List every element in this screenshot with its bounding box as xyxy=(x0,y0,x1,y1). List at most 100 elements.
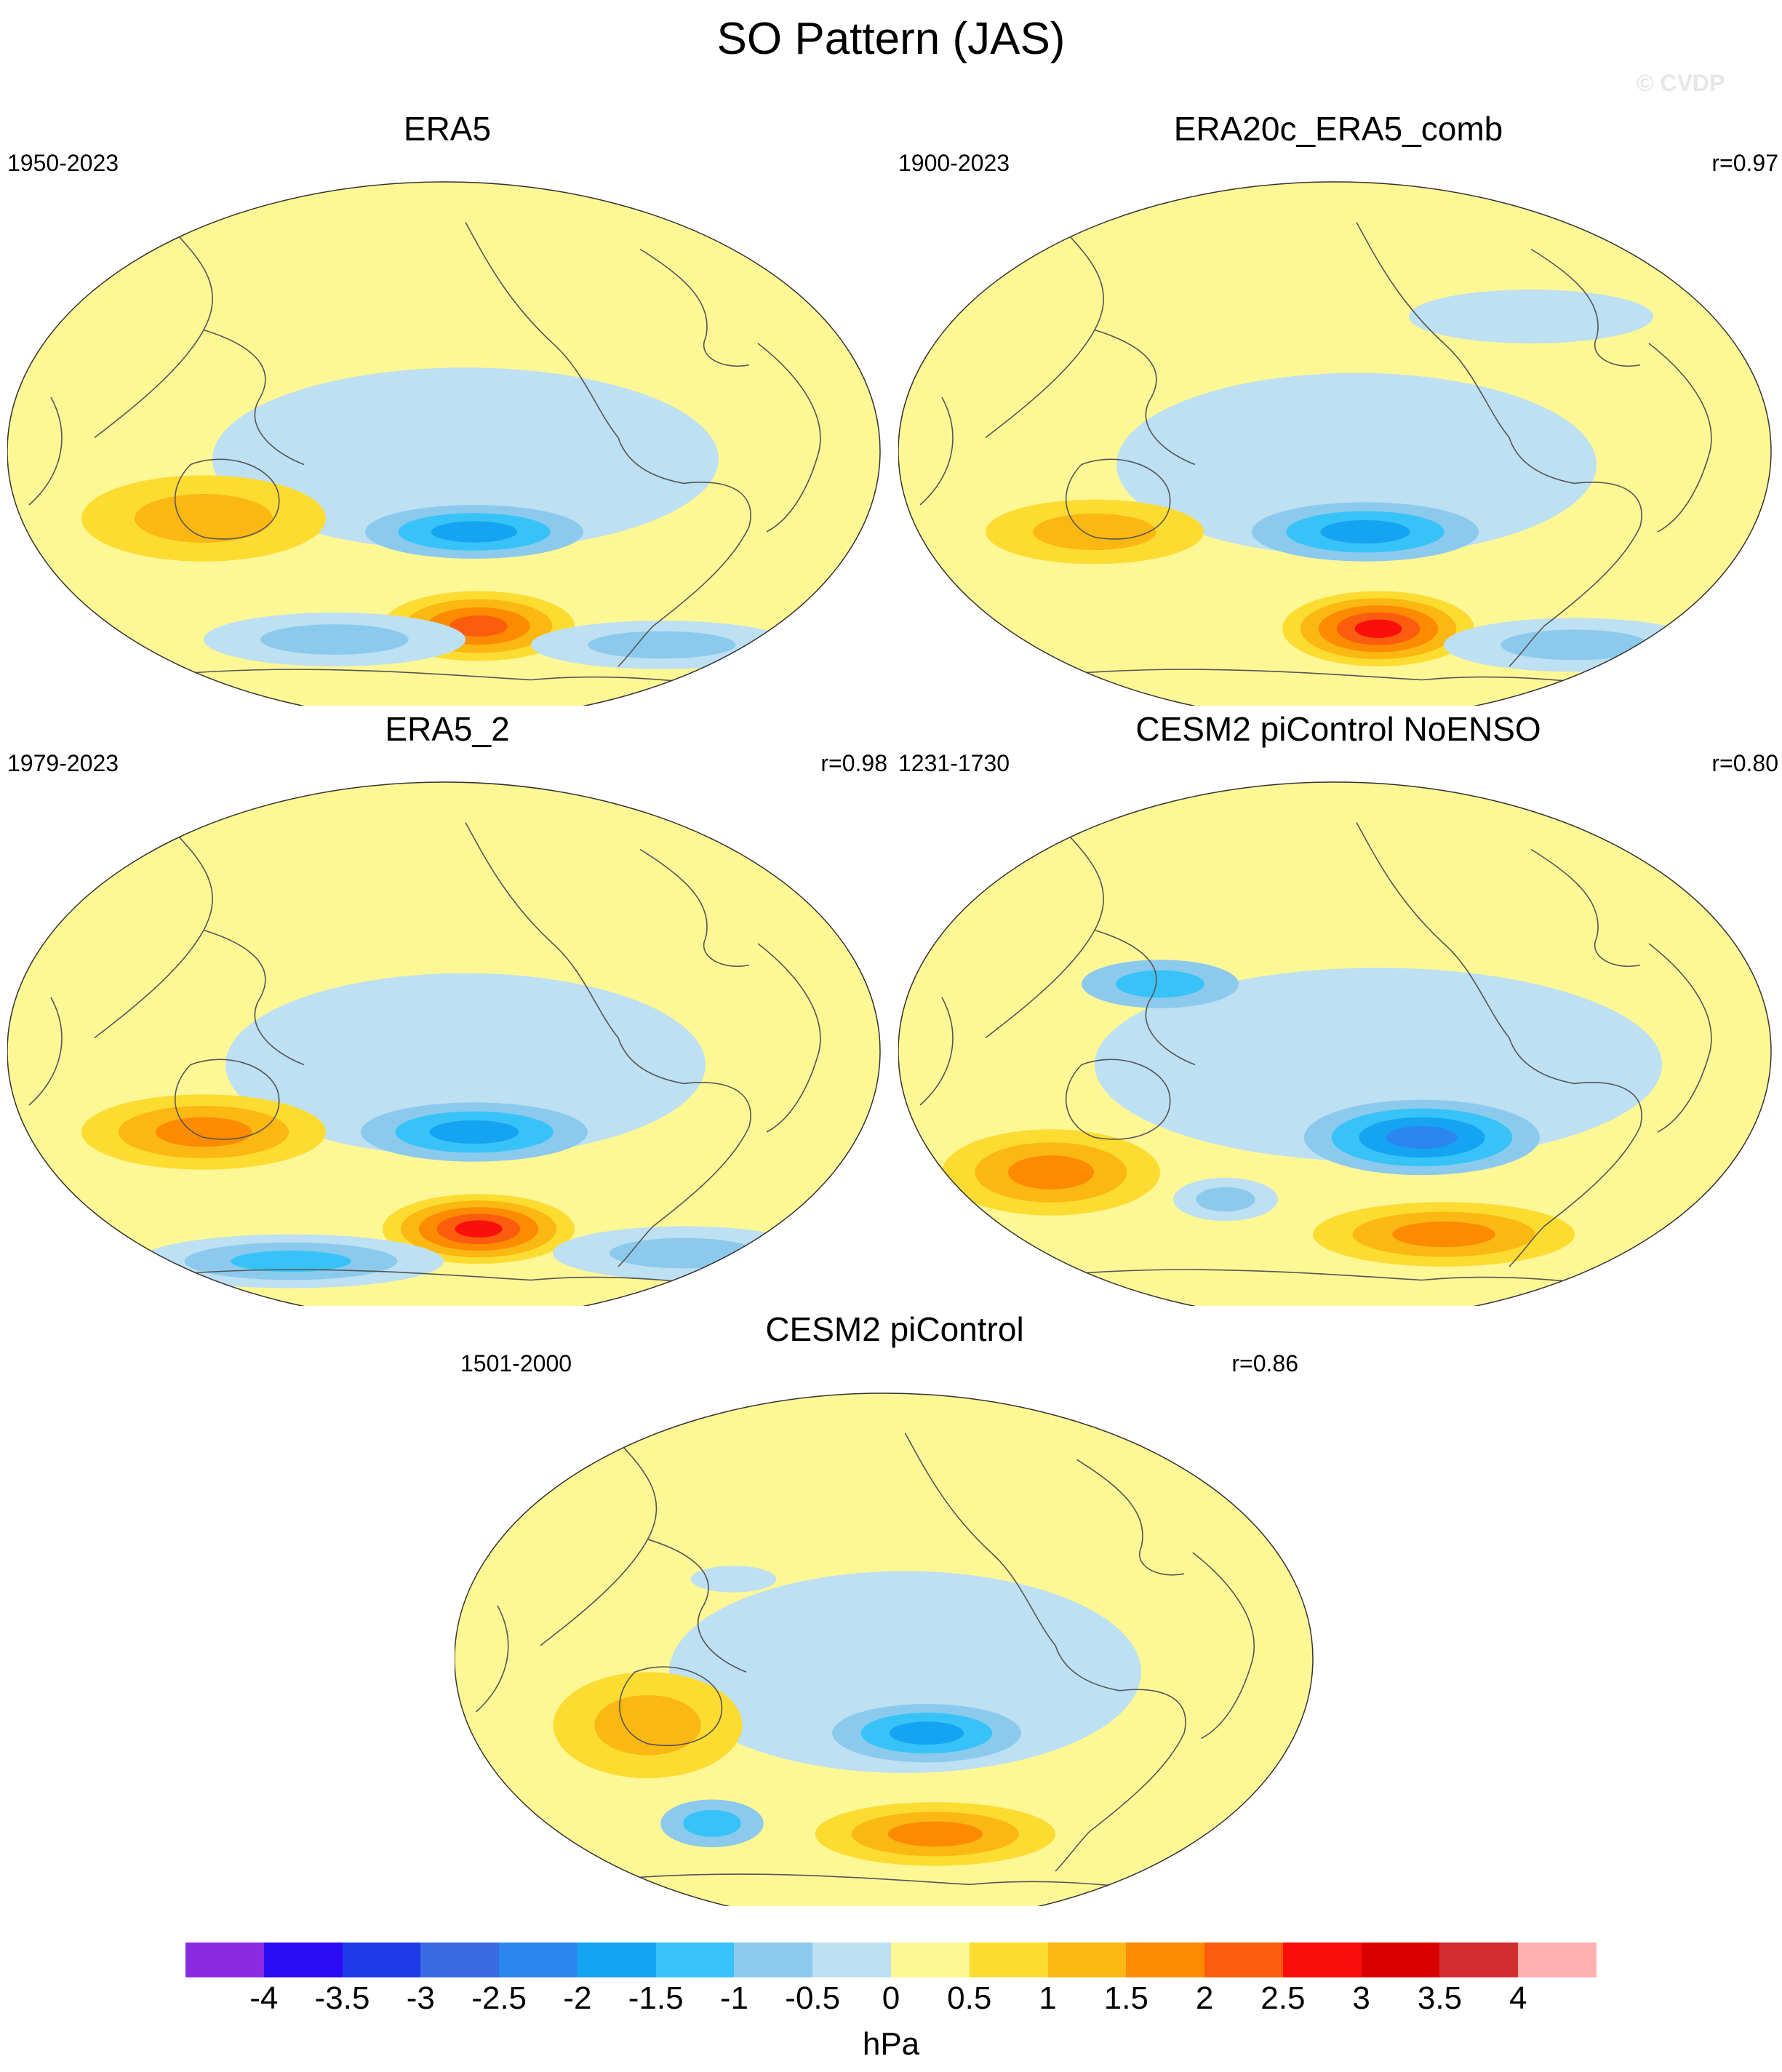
contour-region xyxy=(610,1238,758,1269)
contour-region xyxy=(1095,968,1662,1162)
colorbar-bin xyxy=(420,1942,500,1977)
colorbar-tick-label: 3.5 xyxy=(1417,1980,1463,2016)
contour-region xyxy=(225,973,706,1157)
colorbar-bin xyxy=(1282,1942,1362,1977)
panel-years: 1950-2023 xyxy=(7,150,119,176)
coastline xyxy=(1356,822,1575,1085)
colorbar xyxy=(185,1942,1597,1977)
colorbar-tick-label: -2 xyxy=(563,1980,592,2016)
map-panel-cesm2-picontrol: CESM2 piControl 1501-2000 r=0.86 xyxy=(455,1310,1335,1906)
colorbar-tick-label: 0 xyxy=(882,1980,900,2016)
colorbar-bin xyxy=(969,1942,1049,1977)
contour-region xyxy=(887,1821,983,1847)
map-panel-era5-2: ERA5_2 1979-2023 r=0.98 xyxy=(7,709,887,1306)
coastline xyxy=(1648,343,1712,533)
coastline xyxy=(1530,248,1641,367)
map-panel-era20c-era5-comb: ERA20c_ERA5_comb 1900-2023 r=0.97 xyxy=(898,109,1778,706)
colorbar-bin xyxy=(1518,1942,1597,1977)
coastline xyxy=(639,848,750,967)
map-panel-cesm2-picontrol-noenso: CESM2 piControl NoENSO 1231-1730 r=0.80 xyxy=(898,709,1778,1306)
colorbar-unit-label: hPa xyxy=(862,2026,920,2062)
panel-correlation: r=0.98 xyxy=(820,750,887,776)
map-border xyxy=(898,781,1772,1306)
colorbar-tick-label: 2.5 xyxy=(1260,1980,1306,2016)
colorbar-tick-label: -3 xyxy=(406,1980,435,2016)
colorbar-bin xyxy=(891,1942,970,1977)
colorbar-bin xyxy=(1439,1942,1519,1977)
colorbar-tick-label: -1 xyxy=(719,1980,748,2016)
coastline xyxy=(1509,482,1642,667)
contour-region xyxy=(450,615,508,637)
coastline xyxy=(985,230,1104,439)
map-canvas xyxy=(455,1392,1314,1906)
coastline xyxy=(28,997,63,1106)
coastline xyxy=(465,822,684,1085)
panel-title: ERA20c_ERA5_comb xyxy=(1173,110,1503,148)
coastline xyxy=(904,1433,1120,1692)
colorbar-tick-label: -2.5 xyxy=(471,1980,527,2016)
contour-region xyxy=(155,1117,252,1147)
contour-region xyxy=(1196,1187,1255,1212)
colorbar-bin xyxy=(655,1942,735,1977)
contour-region xyxy=(588,631,736,659)
contour-region xyxy=(1409,290,1653,343)
colorbar-tick-label: -4 xyxy=(249,1980,279,2016)
colorbar-bin xyxy=(1126,1942,1205,1977)
colorbar-bin xyxy=(734,1942,813,1977)
panel-years: 1501-2000 xyxy=(460,1350,572,1376)
colorbar-bin xyxy=(1047,1942,1127,1977)
map-border xyxy=(7,181,881,706)
contour-region xyxy=(594,1694,701,1756)
coastline xyxy=(465,222,684,485)
coastline xyxy=(540,1441,658,1646)
map-canvas xyxy=(7,781,881,1306)
contour-region xyxy=(1115,970,1205,998)
coastline xyxy=(203,329,305,466)
colorbar-tick-label: 2 xyxy=(1195,1980,1214,2016)
coastline xyxy=(1094,329,1196,466)
contour-region xyxy=(690,1566,777,1593)
contour-region xyxy=(1501,629,1649,661)
contour-region xyxy=(455,1220,503,1238)
colorbar-tick-label: -3.5 xyxy=(314,1980,370,2016)
colorbar-bin xyxy=(577,1942,657,1977)
coastline xyxy=(985,830,1104,1039)
map-border xyxy=(898,181,1772,706)
colorbar-tick-label: 1.5 xyxy=(1103,1980,1148,2016)
coastline xyxy=(1356,222,1575,485)
coastline xyxy=(1530,848,1641,967)
coastline xyxy=(475,1605,509,1713)
contour-region xyxy=(1116,372,1597,557)
coastline xyxy=(1065,458,1171,540)
coastline xyxy=(757,343,821,533)
panel-years: 1900-2023 xyxy=(898,150,1010,176)
coastline xyxy=(919,997,954,1106)
contour-region xyxy=(260,624,409,655)
contour-region xyxy=(889,1721,964,1745)
colorbar-tick-label: 0.5 xyxy=(947,1980,992,2016)
panel-title: CESM2 piControl NoENSO xyxy=(1135,710,1541,748)
colorbar-tick-label: 3 xyxy=(1352,1980,1370,2016)
coastline xyxy=(28,397,63,506)
coastline xyxy=(203,929,305,1066)
contour-region xyxy=(212,367,719,551)
colorbar-bin xyxy=(185,1942,265,1977)
contour-region xyxy=(1392,1222,1495,1248)
coastline xyxy=(94,830,213,1039)
colorbar-bin xyxy=(812,1942,892,1977)
colorbar-bin xyxy=(342,1942,421,1977)
main-title: SO Pattern (JAS) xyxy=(716,14,1066,64)
contour-region xyxy=(431,521,518,543)
coastline xyxy=(1065,1059,1171,1140)
panel-correlation: r=0.86 xyxy=(1231,1350,1298,1376)
coastline xyxy=(1055,1689,1186,1872)
contour-region xyxy=(429,1120,519,1144)
contour-region xyxy=(1320,519,1410,544)
coastline xyxy=(639,248,750,367)
coastline xyxy=(174,1059,280,1140)
contour-region xyxy=(1033,513,1156,551)
coastline xyxy=(647,1539,747,1673)
panel-years: 1979-2023 xyxy=(7,750,119,776)
contour-region xyxy=(1354,619,1402,638)
colorbar-bin xyxy=(499,1942,578,1977)
